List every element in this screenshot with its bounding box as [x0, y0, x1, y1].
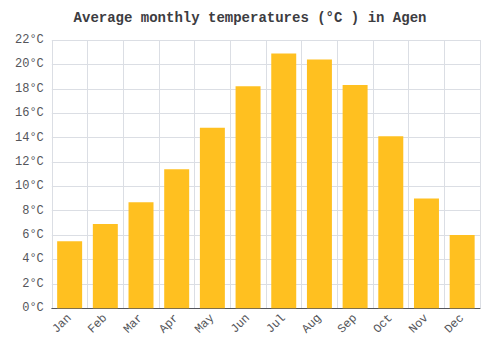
svg-text:0°C: 0°C [22, 301, 44, 315]
svg-text:Mar: Mar [121, 311, 146, 336]
svg-text:Jul: Jul [264, 311, 289, 336]
svg-text:2°C: 2°C [22, 277, 44, 291]
svg-text:4°C: 4°C [22, 252, 44, 266]
svg-text:18°C: 18°C [15, 82, 44, 96]
svg-text:Sep: Sep [335, 311, 360, 336]
svg-text:20°C: 20°C [15, 57, 44, 71]
svg-text:Feb: Feb [85, 311, 110, 336]
svg-text:Dec: Dec [442, 311, 467, 336]
svg-text:12°C: 12°C [15, 155, 44, 169]
svg-text:Oct: Oct [371, 311, 396, 336]
svg-text:Jan: Jan [49, 311, 74, 336]
svg-text:Jun: Jun [228, 311, 253, 336]
svg-text:Nov: Nov [406, 311, 431, 336]
svg-text:May: May [192, 311, 217, 336]
svg-text:Apr: Apr [156, 311, 181, 336]
svg-text:Aug: Aug [299, 311, 324, 336]
svg-text:Average monthly temperatures (: Average monthly temperatures (°C ) in Ag… [74, 10, 427, 26]
svg-text:16°C: 16°C [15, 106, 44, 120]
svg-text:6°C: 6°C [22, 228, 44, 242]
svg-text:14°C: 14°C [15, 131, 44, 145]
svg-text:8°C: 8°C [22, 204, 44, 218]
svg-text:10°C: 10°C [15, 179, 44, 193]
svg-text:22°C: 22°C [15, 33, 44, 47]
